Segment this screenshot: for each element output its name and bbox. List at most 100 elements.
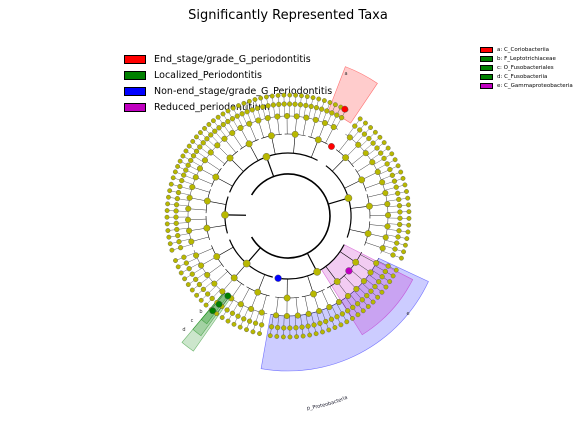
taxon-node	[186, 227, 193, 234]
taxon-node	[316, 308, 323, 315]
clade-label-a: a	[344, 71, 347, 77]
taxon-node	[250, 329, 256, 335]
taxon-node	[333, 278, 341, 285]
taxon-node	[198, 262, 205, 269]
taxon-node	[294, 334, 299, 340]
legend-label-non-end-stage: Non-end_stage/grade_G_Periodontitis	[154, 85, 333, 97]
taxon-node	[176, 239, 182, 245]
taxon-node	[189, 184, 196, 191]
taxon-node	[239, 111, 245, 117]
taxon-node	[364, 230, 372, 237]
taxon-node	[201, 157, 208, 164]
taxon-node	[229, 310, 236, 316]
taxon-node	[384, 223, 391, 230]
taxon-node	[167, 241, 173, 247]
taxon-node	[378, 150, 384, 156]
clade-legend-item-d: d: C_Fusobacteriia	[480, 72, 573, 81]
taxon-node	[188, 238, 195, 245]
taxon-node	[212, 128, 218, 134]
taxon-node	[203, 224, 211, 232]
taxon-node	[180, 153, 186, 159]
taxon-node	[381, 155, 387, 162]
clade-legend-swatch-a	[480, 46, 493, 53]
taxon-node	[293, 92, 299, 98]
edge-family	[192, 186, 210, 193]
taxon-node	[287, 325, 293, 331]
legend-item-non-end-stage: Non-end_stage/grade_G_Periodontitis	[124, 83, 332, 99]
taxon-node	[319, 106, 325, 112]
clade-label-b: b	[199, 309, 202, 315]
taxon-node	[185, 216, 192, 223]
taxon-node	[231, 321, 237, 327]
taxon-node	[204, 271, 211, 278]
taxon-node	[401, 249, 406, 255]
taxon-node	[197, 144, 203, 150]
taxon-node	[178, 270, 184, 276]
taxon-node	[230, 274, 238, 282]
taxon-node	[173, 214, 179, 220]
taxon-node	[258, 95, 264, 101]
edge-arc-root	[250, 173, 331, 259]
taxon-node	[270, 102, 276, 108]
taxon-node	[406, 222, 412, 228]
taxon-node	[382, 234, 389, 241]
taxon-node	[200, 140, 206, 146]
taxon-node	[366, 202, 373, 210]
taxon-node	[237, 301, 244, 308]
taxon-node	[307, 332, 313, 338]
taxon-node	[373, 260, 380, 267]
clade-highlight-sectors	[181, 66, 429, 372]
edge-family	[350, 269, 365, 282]
taxon-node	[398, 169, 404, 175]
taxon-node	[214, 142, 221, 149]
taxon-node	[211, 118, 216, 124]
clade-label-proteobacteria-path: p_Proteobacteria	[307, 395, 349, 412]
taxon-node	[304, 94, 310, 99]
taxon-node	[168, 181, 174, 187]
taxon-node	[166, 234, 172, 240]
taxon-node	[182, 276, 187, 282]
legend-item-end-stage: End_stage/grade_G_periodontitis	[124, 51, 332, 67]
edge-family	[325, 126, 334, 144]
taxon-node	[291, 130, 299, 138]
taxon-node	[310, 290, 317, 298]
taxon-node	[406, 216, 412, 221]
taxon-node	[258, 309, 265, 316]
taxon-node	[197, 130, 203, 135]
biomarker-node-coriobacteriia	[328, 143, 335, 150]
taxon-node	[313, 331, 319, 337]
taxon-node	[397, 221, 403, 228]
taxon-node	[384, 201, 391, 208]
taxon-node	[281, 101, 287, 107]
taxon-node	[284, 113, 291, 120]
taxon-node	[353, 285, 360, 292]
taxon-node	[225, 108, 231, 114]
taxon-node	[287, 92, 293, 98]
taxon-node	[316, 96, 322, 102]
edge-family	[321, 290, 330, 308]
clade-legend-item-e: e: C_Gammaproteobacteria	[480, 81, 573, 90]
chart-title: Significantly Represented Taxa	[188, 8, 388, 23]
taxon-node	[312, 116, 319, 123]
taxon-node	[175, 189, 182, 196]
taxon-node	[179, 178, 185, 184]
taxon-node	[275, 324, 281, 331]
taxon-node	[189, 287, 195, 293]
taxon-node	[334, 112, 340, 118]
taxon-node	[376, 279, 382, 285]
taxon-node	[324, 108, 330, 114]
taxon-node	[299, 93, 304, 99]
taxon-node	[237, 124, 244, 131]
biomarker-node-leptotrichiaceae	[209, 307, 217, 315]
taxon-node	[185, 282, 191, 287]
taxon-node	[203, 197, 211, 205]
edge-family	[240, 288, 250, 305]
legend-swatch-non-end-stage	[124, 86, 146, 96]
taxon-node	[332, 102, 338, 108]
taxon-node	[317, 320, 323, 326]
taxon-node	[252, 320, 259, 326]
taxon-node	[323, 318, 329, 325]
taxon-node	[268, 132, 275, 140]
taxon-node	[268, 324, 275, 330]
